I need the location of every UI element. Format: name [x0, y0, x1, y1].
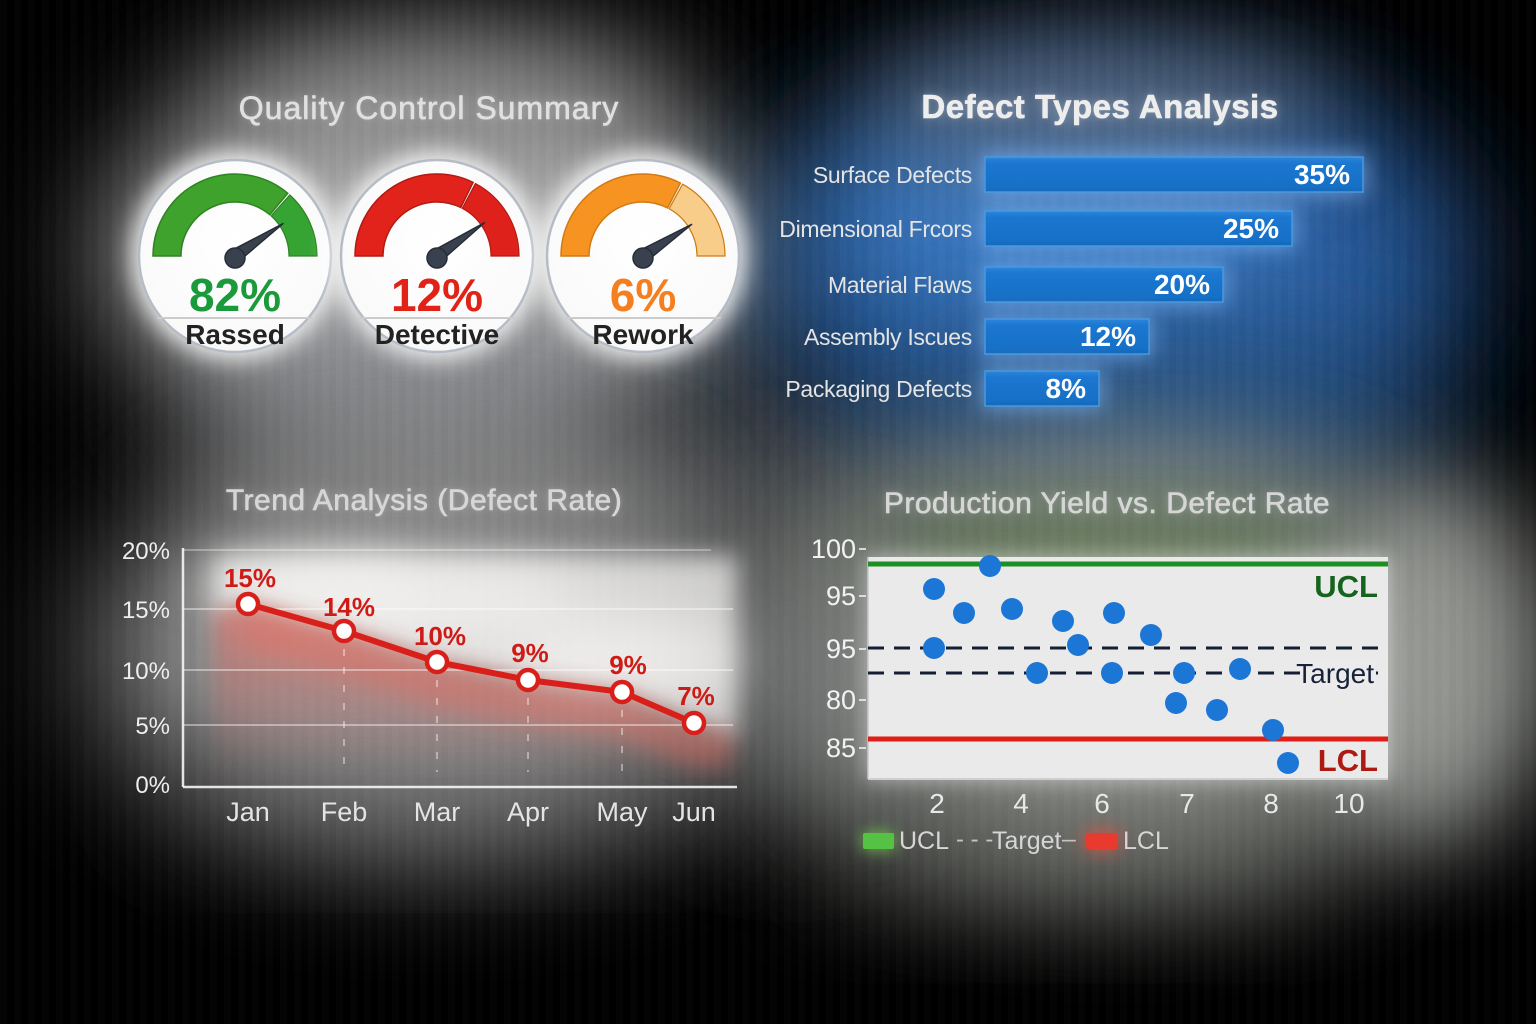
svg-text:Mar: Mar	[414, 797, 461, 827]
svg-text:Target: Target	[1296, 658, 1374, 689]
svg-text:–: –	[1062, 825, 1076, 853]
svg-text:Detective: Detective	[375, 319, 500, 350]
svg-text:25%: 25%	[1223, 213, 1279, 244]
svg-text:8: 8	[1263, 788, 1279, 819]
svg-text:7: 7	[1179, 788, 1195, 819]
svg-text:82%: 82%	[189, 269, 281, 321]
svg-text:10%: 10%	[122, 658, 170, 685]
svg-text:Jun: Jun	[672, 797, 716, 827]
svg-text:85: 85	[826, 733, 856, 763]
svg-text:Rework: Rework	[592, 319, 694, 350]
svg-text:20%: 20%	[1154, 269, 1210, 300]
svg-text:Surface Defects: Surface Defects	[813, 162, 972, 188]
svg-text:Apr: Apr	[507, 797, 549, 827]
svg-text:20%: 20%	[122, 538, 170, 565]
svg-text:Jan: Jan	[226, 797, 270, 827]
svg-text:95: 95	[826, 581, 856, 611]
svg-text:6: 6	[1094, 788, 1110, 819]
svg-text:100: 100	[811, 534, 856, 564]
svg-text:0%: 0%	[135, 772, 170, 799]
svg-text:4: 4	[1013, 788, 1029, 819]
svg-text:15%: 15%	[122, 597, 170, 624]
svg-text:6%: 6%	[610, 269, 676, 321]
svg-text:UCL: UCL	[899, 827, 949, 855]
svg-text:8%: 8%	[1046, 373, 1087, 404]
svg-text:LCL: LCL	[1318, 743, 1378, 778]
svg-text:12%: 12%	[391, 269, 483, 321]
svg-text:Packaging Defects: Packaging Defects	[785, 376, 972, 402]
svg-text:35%: 35%	[1294, 159, 1350, 190]
svg-text:2: 2	[929, 788, 945, 819]
svg-text:May: May	[596, 797, 648, 827]
svg-text:5%: 5%	[135, 713, 170, 740]
svg-text:95: 95	[826, 634, 856, 664]
svg-text:Feb: Feb	[321, 797, 368, 827]
svg-text:9%: 9%	[609, 650, 647, 680]
svg-text:7%: 7%	[677, 681, 715, 711]
svg-text:9%: 9%	[511, 638, 549, 668]
svg-text:12%: 12%	[1080, 321, 1136, 352]
svg-text:Target: Target	[992, 827, 1062, 855]
svg-text:15%: 15%	[224, 563, 276, 593]
svg-text:UCL: UCL	[1314, 569, 1378, 604]
svg-text:80: 80	[826, 685, 856, 715]
svg-text:Dimensional Frcors: Dimensional Frcors	[779, 216, 972, 242]
svg-text:Material Flaws: Material Flaws	[828, 272, 972, 298]
svg-text:14%: 14%	[323, 592, 375, 622]
svg-text:LCL: LCL	[1123, 827, 1169, 855]
svg-text:Rassed: Rassed	[185, 319, 285, 350]
svg-text:Assembly Iscues: Assembly Iscues	[804, 324, 972, 350]
svg-text:10%: 10%	[414, 621, 466, 651]
svg-text:10: 10	[1333, 788, 1364, 819]
svg-text:- - -: - - -	[956, 826, 993, 853]
